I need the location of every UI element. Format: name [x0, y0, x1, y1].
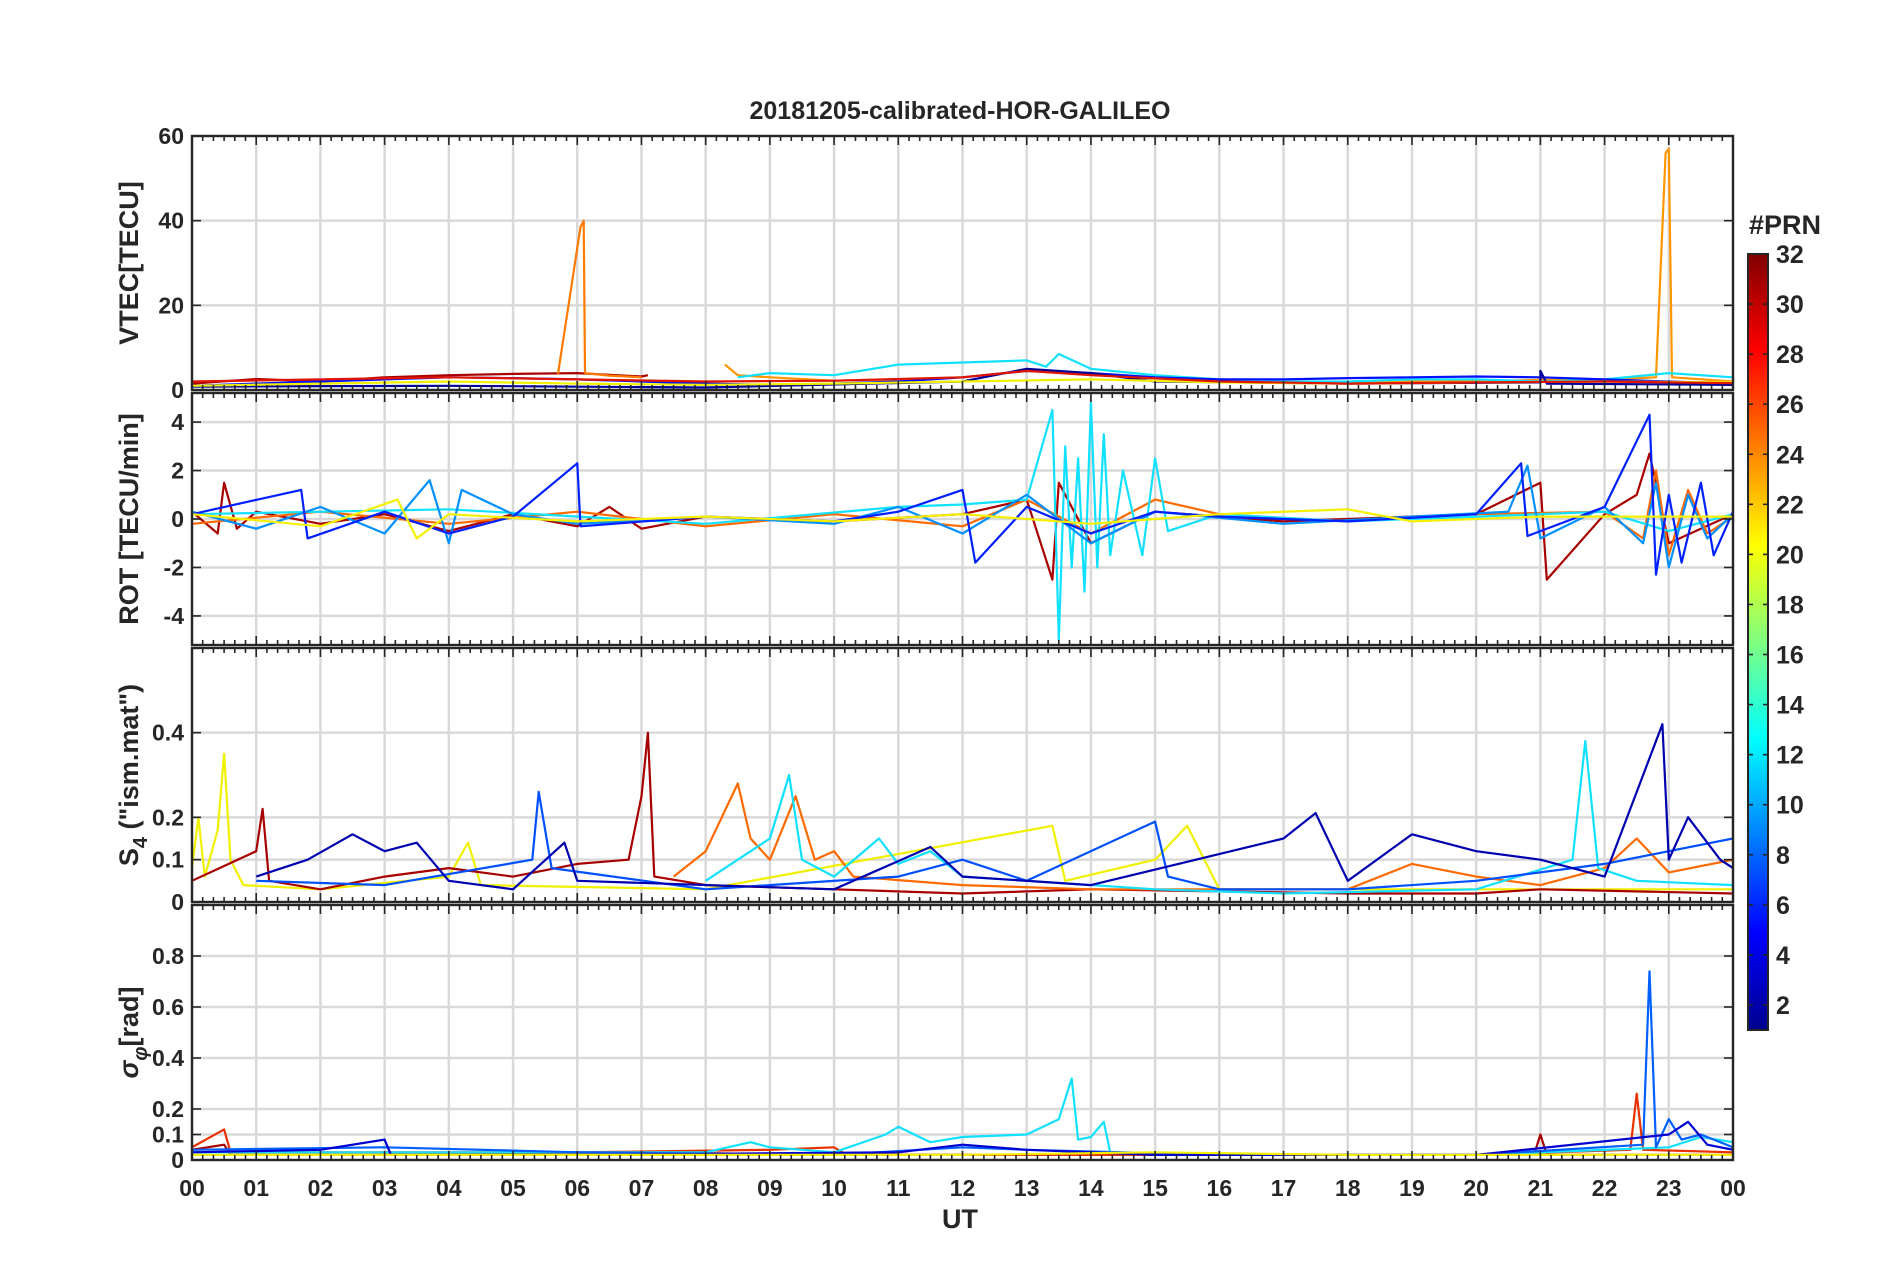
colorbar-tick-label: 22	[1776, 491, 1804, 519]
x-tick-label: 05	[500, 1175, 526, 1201]
panel-vtec: 0 20 40 60 VTEC[TECU]	[114, 123, 1735, 403]
x-axis-label: UT	[942, 1204, 978, 1234]
y-tick-label: 20	[158, 292, 184, 318]
x-tick-label: 03	[372, 1175, 398, 1201]
x-tick-label: 11	[886, 1175, 911, 1201]
x-tick-label: 07	[629, 1175, 655, 1201]
panel-s4: 0 0.1 0.2 0.4S4 ("ism.mat")	[114, 646, 1735, 915]
x-tick-label: 20	[1463, 1175, 1489, 1201]
x-tick-label: 10	[821, 1175, 847, 1201]
series-prn-3	[192, 1120, 1733, 1156]
y-tick-label: 0.6	[152, 994, 184, 1020]
colorbar-tick-label: 18	[1776, 591, 1804, 619]
panel-sigma: 00.10.2 0.4 0.6 0.8σφ[rad]	[114, 903, 1735, 1173]
series-group	[192, 147, 1733, 389]
colorbar-title: #PRN	[1749, 210, 1821, 240]
chart-title: 20181205-calibrated-HOR-GALILEO	[750, 97, 1171, 125]
y-tick-label: -4	[164, 603, 185, 629]
y-tick-label: 0	[171, 1147, 184, 1173]
y-tick-label: 0.1	[152, 1122, 184, 1148]
axes-box	[190, 646, 1735, 904]
colorbar-tick-label: 6	[1776, 892, 1790, 920]
y-tick-label: 4	[171, 409, 184, 435]
x-tick-label: 21	[1528, 1175, 1554, 1201]
x-tick-label: 13	[1014, 1175, 1040, 1201]
y-tick-label: -2	[164, 554, 184, 580]
x-tick-label: 22	[1592, 1175, 1618, 1201]
series-group	[192, 401, 1733, 642]
x-tick-label: 01	[243, 1175, 269, 1201]
series-prn-28	[192, 369, 1733, 385]
colorbar-tick-label: 2	[1776, 992, 1790, 1020]
y-tick-label: 0	[171, 889, 184, 915]
colorbar-tick-label: 8	[1776, 842, 1790, 870]
colorbar-tick-label: 12	[1776, 742, 1804, 770]
axes-box	[190, 134, 1735, 392]
colorbar-tick-label: 32	[1776, 241, 1804, 269]
x-tick-label: 17	[1271, 1175, 1297, 1201]
series-prn-24	[672, 749, 1733, 891]
x-tick-label: 23	[1656, 1175, 1682, 1201]
y-tick-label: 0.4	[152, 720, 184, 746]
colorbar-tick-label: 16	[1776, 642, 1804, 670]
x-tick-label: 08	[693, 1175, 719, 1201]
y-tick-label: 40	[158, 208, 184, 234]
y-tick-label: 60	[158, 123, 184, 149]
series-prn-23	[724, 147, 1733, 384]
series-prn-2	[255, 723, 1733, 891]
series-prn-24	[192, 469, 1733, 557]
y-tick-label: 0	[171, 506, 184, 532]
y-tick-label: 0.8	[152, 943, 184, 969]
x-tick-label: 02	[308, 1175, 334, 1201]
axes-box	[190, 391, 1735, 647]
x-tick-label: 15	[1142, 1175, 1168, 1201]
colorbar-tick-label: 20	[1776, 541, 1804, 569]
colorbar-tick-label: 26	[1776, 391, 1804, 419]
colorbar-gradient	[1747, 253, 1769, 1031]
colorbar-tick-label: 30	[1776, 291, 1804, 319]
series-prn-25	[556, 219, 642, 379]
y-tick-label: 0.2	[152, 1096, 184, 1122]
colorbar-tick-label: 28	[1776, 341, 1804, 369]
y-axis-label-s4: S4 ("ism.mat")	[114, 684, 152, 866]
x-tick-label: 04	[436, 1175, 462, 1201]
y-axis-label-rot: ROT [TECU/min]	[114, 413, 144, 624]
y-axis-label-sigma: σφ[rad]	[114, 987, 152, 1079]
y-tick-label: 2	[171, 458, 184, 484]
axes-box	[190, 903, 1735, 1162]
y-tick-label: 0.1	[152, 847, 184, 873]
x-tick-label: 14	[1078, 1175, 1104, 1201]
series-group	[192, 723, 1733, 895]
panel-rot: -4 -2 0 2 4 ROT [TECU/min]	[114, 391, 1735, 647]
x-axis: 00 01 02 03 04 05 06 07 08 09 10 11 12 13 14 15 16 17 18 19…	[179, 1175, 1746, 1201]
colorbar-tick-label: 14	[1776, 692, 1804, 720]
y-tick-label: 0.4	[152, 1045, 184, 1071]
colorbar-tick-label: 24	[1776, 441, 1804, 469]
y-axis-label-vtec: VTEC[TECU]	[114, 181, 144, 345]
x-tick-label: 00	[179, 1175, 205, 1201]
x-tick-label: 19	[1399, 1175, 1425, 1201]
series-prn-9	[192, 464, 1733, 569]
x-tick-label: 06	[564, 1175, 590, 1201]
colorbar-tick-label: 4	[1776, 942, 1790, 970]
x-tick-label: 12	[950, 1175, 976, 1201]
x-tick-label: 18	[1335, 1175, 1361, 1201]
y-tick-label: 0	[171, 377, 184, 403]
x-tick-label: 00	[1720, 1175, 1746, 1201]
series-prn-4	[192, 413, 1733, 576]
series-prn-20	[192, 498, 1733, 540]
y-tick-label: 0.2	[152, 804, 184, 830]
series-prn-12	[737, 352, 1733, 383]
x-tick-label: 16	[1207, 1175, 1233, 1201]
x-tick-label: 09	[757, 1175, 783, 1201]
series-prn-19	[192, 752, 1733, 891]
colorbar-tick-label: 10	[1776, 792, 1804, 820]
